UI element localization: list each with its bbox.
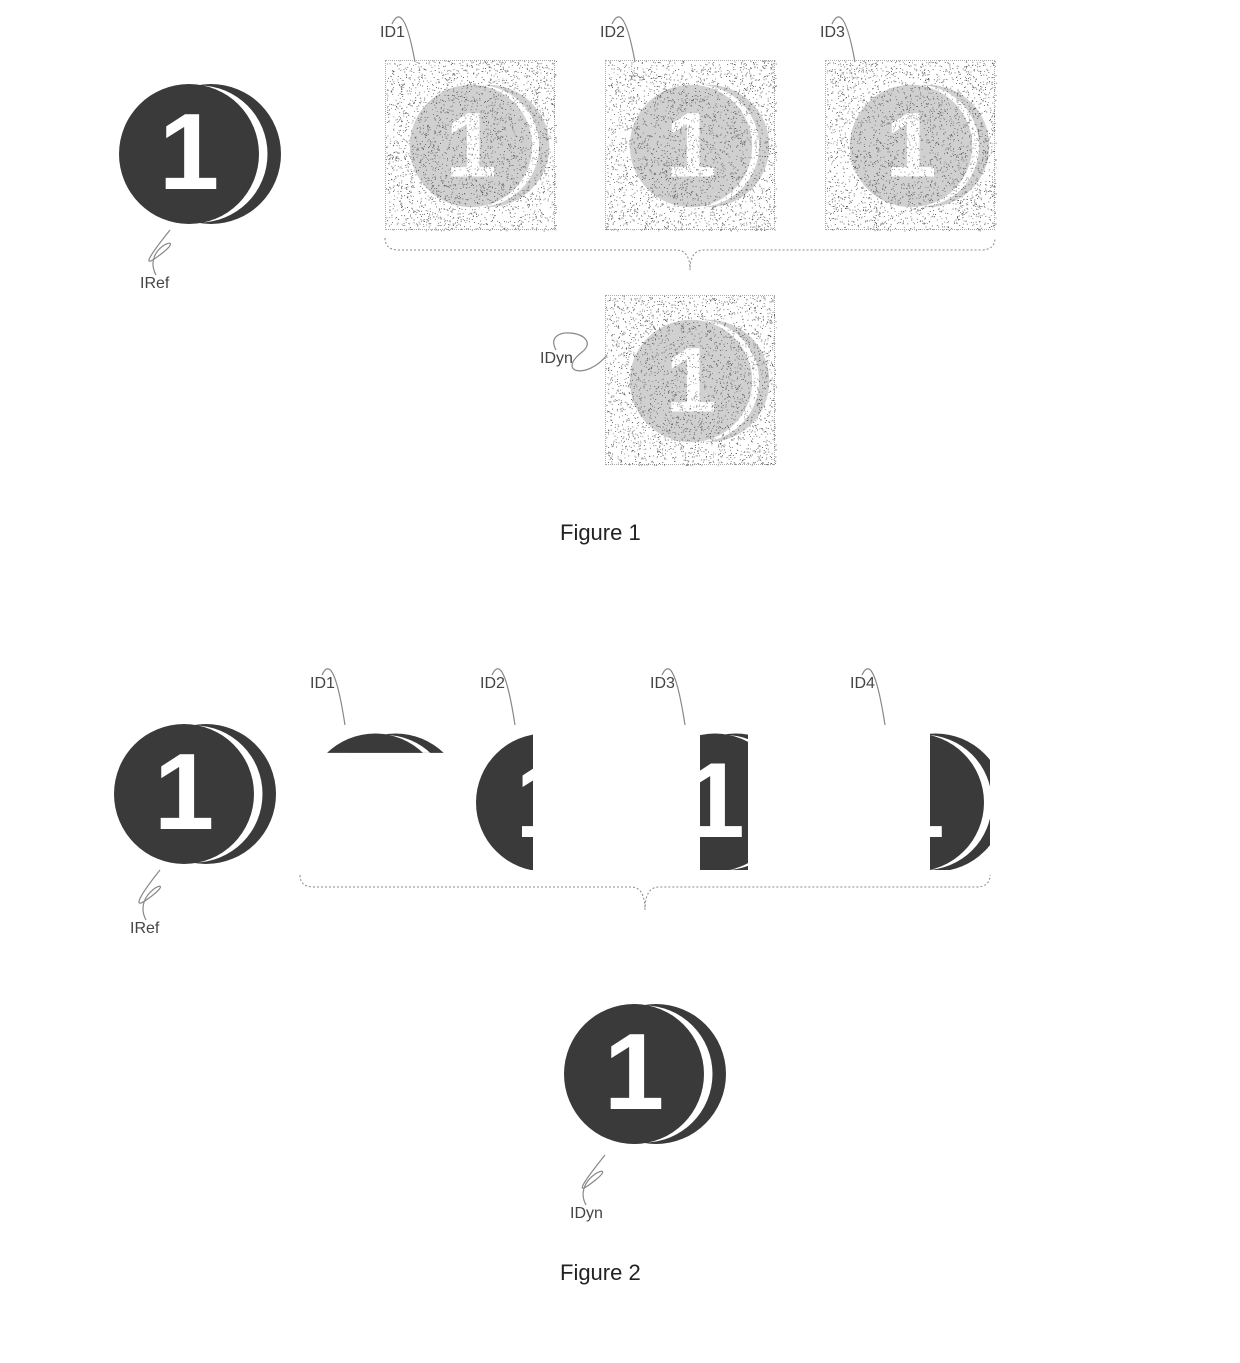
brace (385, 233, 995, 295)
leader-line (440, 635, 555, 765)
figure2-caption: Figure 2 (560, 1260, 641, 1286)
leader-line (340, 0, 455, 102)
svg-text:1: 1 (885, 95, 936, 197)
svg-text:1: 1 (445, 95, 496, 197)
figure1-caption: Figure 1 (560, 520, 641, 546)
leader-line (780, 0, 895, 102)
leader-line (530, 1115, 645, 1245)
leader-line (500, 310, 647, 395)
svg-text:1: 1 (604, 1011, 664, 1132)
leader-line (810, 635, 925, 765)
leader-line (560, 0, 675, 102)
leader-line (270, 635, 385, 765)
page: 1IRef1ID11ID21ID31IDynFigure 11IRef1ID11… (0, 0, 1240, 1363)
svg-text:1: 1 (665, 95, 716, 197)
brace (300, 870, 990, 935)
leader-line (90, 830, 200, 960)
leader-line (610, 635, 725, 765)
svg-text:1: 1 (665, 330, 716, 432)
leader-line (100, 190, 210, 315)
